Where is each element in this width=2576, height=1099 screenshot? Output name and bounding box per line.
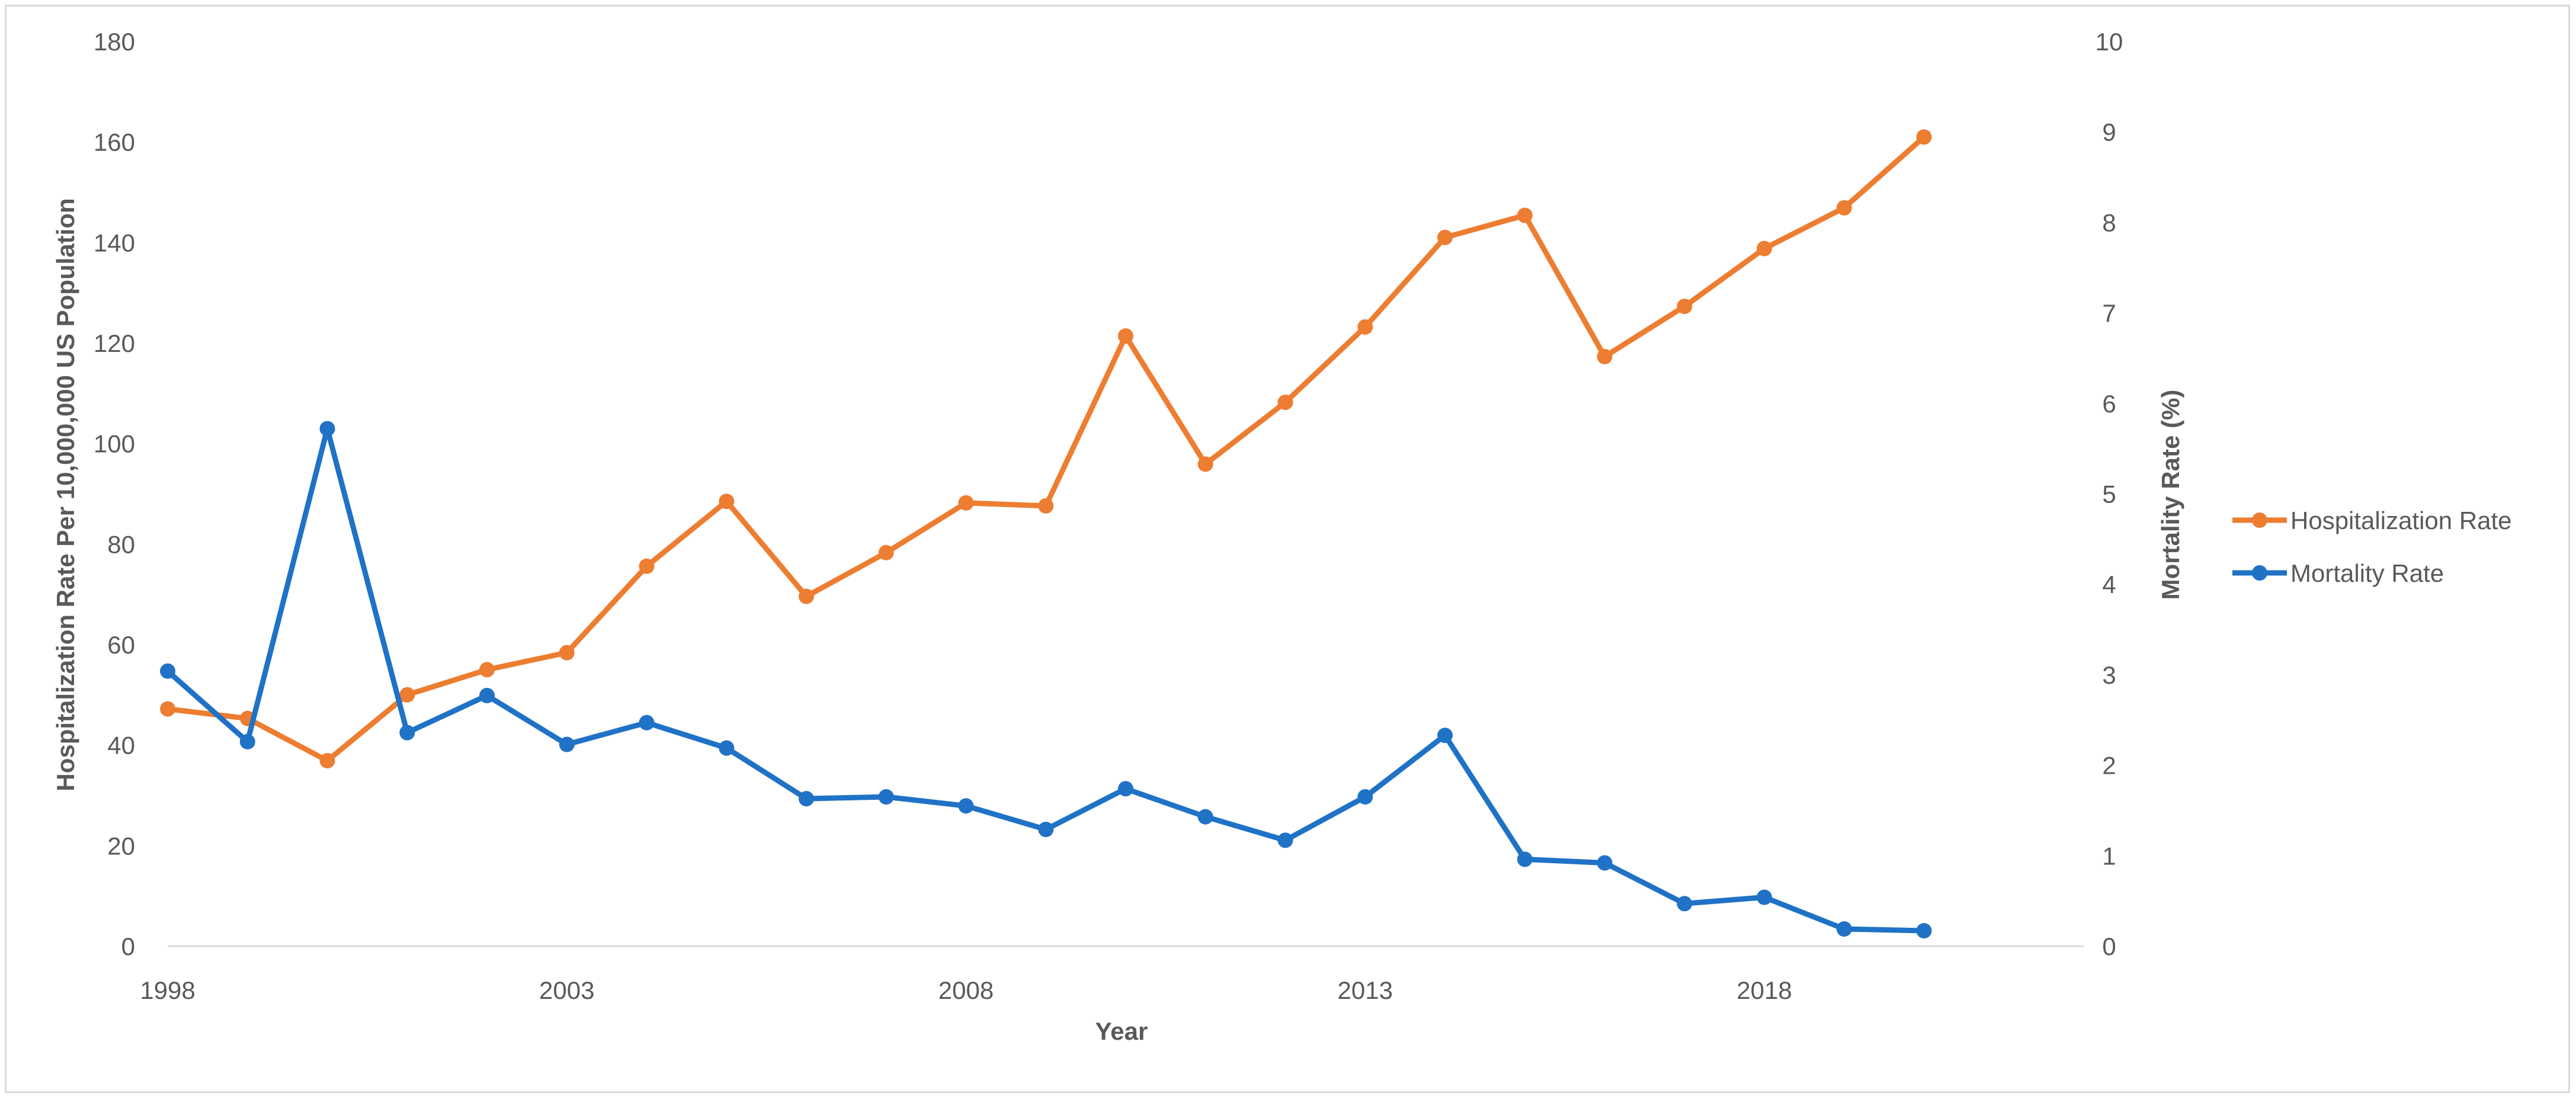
mortality-rate-point[interactable] (958, 798, 974, 814)
hospitalization-rate-point[interactable] (1038, 498, 1054, 514)
hospitalization-rate-line (165, 134, 1927, 764)
mortality-rate-point[interactable] (1597, 855, 1613, 871)
hospitalization-rate-point[interactable] (1437, 229, 1453, 245)
right-y-tick-label: 3 (2102, 661, 2116, 689)
legend-marker-mortality (2252, 565, 2267, 581)
right-y-tick-label: 5 (2102, 480, 2116, 508)
x-tick-label: 1998 (140, 976, 195, 1004)
left-y-tick-label: 80 (107, 530, 135, 558)
hospitalization-rate-point[interactable] (958, 495, 974, 511)
hospitalization-rate-point[interactable] (1517, 207, 1533, 223)
left-y-tick-label: 20 (107, 832, 135, 860)
mortality-rate-point[interactable] (479, 688, 495, 703)
legend-label-mortality: Mortality Rate (2290, 559, 2444, 587)
hospitalization-rate-point[interactable] (1357, 319, 1373, 335)
mortality-rate-point[interactable] (1517, 851, 1533, 867)
left-y-tick-label: 40 (107, 732, 135, 760)
hospitalization-rate-point[interactable] (160, 701, 175, 717)
mortality-rate-point[interactable] (719, 740, 735, 756)
right-y-axis-title: Mortality Rate (%) (2157, 390, 2184, 600)
mortality-rate-point[interactable] (1836, 921, 1852, 937)
right-y-tick-label: 9 (2102, 118, 2116, 146)
right-y-tick-label: 10 (2096, 28, 2123, 56)
mortality-rate-point[interactable] (239, 733, 255, 749)
x-tick-label: 2008 (938, 976, 994, 1004)
right-y-tick-label: 2 (2102, 752, 2116, 780)
mortality-rate-point[interactable] (319, 421, 335, 437)
mortality-rate-point[interactable] (799, 791, 814, 807)
mortality-rate-point[interactable] (1437, 728, 1453, 744)
left-y-tick-label: 180 (94, 28, 135, 56)
legend-label-hospitalization: Hospitalization Rate (2290, 507, 2512, 534)
left-y-tick-label: 60 (107, 631, 135, 659)
right-y-tick-label: 8 (2102, 209, 2116, 236)
right-y-tick-label: 1 (2102, 842, 2116, 870)
mortality-rate-point[interactable] (639, 714, 655, 730)
mortality-rate-point[interactable] (559, 736, 575, 752)
mortality-rate-point[interactable] (878, 789, 894, 805)
hospitalization-rate-point[interactable] (1197, 456, 1213, 472)
left-y-axis: 0 20 40 60 80 100 120 140 160 180 (94, 28, 135, 960)
left-y-tick-label: 140 (94, 229, 135, 257)
mortality-rate-point[interactable] (1357, 789, 1373, 805)
hospitalization-rate-point[interactable] (479, 662, 495, 678)
hospitalization-rate-point[interactable] (1916, 129, 1932, 145)
left-y-tick-label: 160 (94, 129, 135, 156)
hospitalization-rate-point[interactable] (1757, 241, 1772, 257)
hospitalization-rate-point[interactable] (559, 645, 575, 661)
hospitalization-rate-point[interactable] (1277, 395, 1293, 411)
mortality-rate-point[interactable] (1757, 889, 1772, 905)
chart-frame (5, 5, 2570, 1093)
legend[interactable]: Hospitalization Rate Mortality Rate (2232, 507, 2512, 587)
hospitalization-rate-point[interactable] (1118, 328, 1133, 344)
mortality-rate-point[interactable] (160, 663, 175, 679)
x-tick-label: 2003 (539, 976, 594, 1004)
hospitalization-rate-point[interactable] (1677, 299, 1693, 315)
right-y-tick-label: 7 (2102, 299, 2116, 327)
right-y-tick-label: 6 (2102, 390, 2116, 418)
left-y-axis-title: Hospitalization Rate Per 10,000,000 US P… (52, 198, 79, 791)
left-y-tick-label: 120 (94, 329, 135, 357)
hospitalization-rate-point[interactable] (878, 544, 894, 560)
x-tick-label: 2013 (1338, 976, 1393, 1004)
series-layer (160, 129, 1932, 938)
x-axis-title: Year (1095, 1017, 1148, 1045)
mortality-rate-point[interactable] (1118, 781, 1133, 797)
hospitalization-rate-point[interactable] (319, 753, 335, 768)
mortality-rate-point[interactable] (1197, 809, 1213, 825)
hospitalization-rate-point[interactable] (1836, 200, 1852, 216)
legend-item-hospitalization[interactable]: Hospitalization Rate (2232, 507, 2512, 534)
right-y-axis: 0 1 2 3 4 5 6 7 8 9 10 (2096, 28, 2123, 960)
legend-item-mortality[interactable]: Mortality Rate (2232, 559, 2444, 587)
left-y-tick-label: 100 (94, 430, 135, 458)
mortality-rate-point[interactable] (1677, 896, 1693, 912)
hospitalization-rate-point[interactable] (399, 687, 415, 703)
mortality-rate-point[interactable] (1916, 923, 1932, 938)
hospitalization-rate-point[interactable] (1597, 348, 1613, 364)
left-y-tick-label: 0 (121, 933, 135, 960)
x-axis: 1998 2003 2008 2013 2018 (140, 976, 1792, 1004)
legend-marker-hospitalization (2252, 512, 2267, 528)
mortality-rate-point[interactable] (399, 725, 415, 741)
x-tick-label: 2018 (1736, 976, 1792, 1004)
hospitalization-rate-point[interactable] (799, 588, 814, 604)
hospitalization-rate-point[interactable] (639, 558, 655, 574)
mortality-rate-point[interactable] (1277, 832, 1293, 848)
right-y-tick-label: 0 (2102, 933, 2116, 960)
hospitalization-rate-point[interactable] (719, 494, 735, 510)
right-y-tick-label: 4 (2102, 571, 2116, 598)
mortality-rate-point[interactable] (1038, 822, 1054, 837)
